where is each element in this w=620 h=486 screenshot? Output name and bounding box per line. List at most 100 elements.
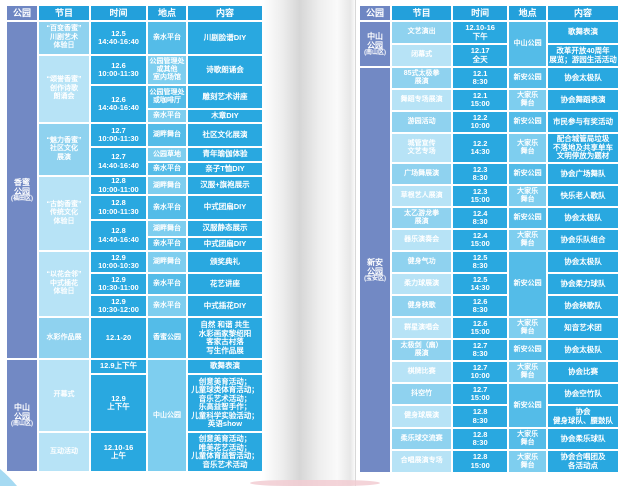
cont-text: 知音艺术团: [564, 322, 602, 332]
time-cell: 12.5 14:30: [453, 274, 508, 294]
loc-cell: 湖畔舞台: [148, 221, 186, 236]
table-row: 抖空竹 12.7 15:00 新安公园 协会空竹队: [360, 384, 618, 427]
prog-cell: 开幕式: [39, 360, 89, 431]
park-text: 中山 公园: [14, 403, 30, 421]
table-row: 健身球展演 12.8 8:30 协会 健身球队、腰鼓队: [360, 406, 618, 427]
time-text: 12.6 8:30: [472, 296, 488, 314]
loc-text: 亲水平台: [153, 280, 181, 287]
prog-cell: 群星演唱会: [392, 318, 452, 338]
cont-cell: 创意美育活动； 儿童球类体育活动； 音乐艺术活动； 乐高益智手作； 儿童科学实验…: [188, 375, 262, 431]
cont-text: 歌舞表演: [210, 361, 240, 371]
table-row: 互动活动 12.10-16 上午 创意美育活动； 唯美花艺活动； 儿童体育益智活动；…: [7, 433, 262, 471]
table-row: “魅力香蜜” 社区文化 展演 12.7 10:00-11:30 湖畔舞台 社区文化展演: [7, 124, 262, 175]
cont-text: 协会太极队: [564, 344, 602, 354]
time-text: 12.5 14:30: [470, 274, 490, 292]
cont-cell: 协会太极队: [548, 340, 618, 360]
time-cell: 12.6 8:30: [453, 296, 508, 316]
table-row: 12.9 上下午 创意美育活动； 儿童球类体育活动； 音乐艺术活动； 乐高益智手作…: [7, 375, 262, 431]
cont-text: 协会广场舞队: [560, 168, 606, 178]
time-cell: 12.8 15:00: [453, 451, 508, 472]
time-cell: 12.3 15:00: [453, 186, 508, 206]
loc-cell: 湖畔舞台: [148, 177, 186, 194]
prog-cell: 棋牌比赛: [392, 362, 452, 382]
right-table: 公园 节目 时间 地点 内容 中山 公园 (南山区) 文艺演出 12.10-16 下午 中山公园 歌…: [358, 4, 620, 474]
time-text: 12.8 10:00-11:00: [98, 177, 139, 194]
right-page-edge: [355, 0, 356, 486]
table-row: 器乐演奏会 12.4 15:00 大家乐 舞台 协会乐队组合: [360, 230, 618, 250]
prog-cell: “魅力香蜜” 社区文化 展演: [39, 124, 89, 175]
table-row: 12.8 10:00-11:30 亲水平台 中式团扇DIY: [7, 196, 262, 219]
prog-text: 广场舞展演: [404, 169, 440, 177]
loc-cell: 新安公园: [509, 384, 547, 427]
time-cell: 12.9 10:30-12:00: [91, 296, 146, 316]
loc-text: 亲水平台: [153, 34, 181, 41]
loc-text: 新安公园: [513, 170, 542, 177]
loc-cell: 大家乐 舞台: [509, 230, 547, 250]
table-row: 广场舞展演 12.3 8:30 新安公园 协会广场舞队: [360, 164, 618, 184]
time-cell: 12.6 15:00: [453, 318, 508, 338]
cont-text: 颁奖典礼: [210, 256, 240, 266]
prog-cell: 广场舞展演: [392, 164, 452, 184]
prog-cell: “古韵香蜜” 传统文化 体验日: [39, 177, 89, 250]
loc-text: 新安公园: [513, 280, 542, 287]
time-text: 12.3 8:30: [472, 164, 488, 182]
cont-text: 诗歌朗诵会: [206, 64, 244, 74]
cont-text: 协会柔力球队: [560, 278, 606, 288]
time-cell: 12.7 15:00: [453, 384, 508, 404]
prog-cell: 水彩作品展: [39, 318, 89, 358]
time-cell: 12.6 10:00-11:30: [91, 56, 146, 84]
table-row: “以花会邻” 中式插花 体验日 12.9 10:00-10:30 湖畔舞台 颁奖典礼: [7, 252, 262, 316]
time-cell: 12.9 10:00-10:30: [91, 252, 146, 272]
time-cell: 12.9 上下午: [91, 375, 146, 431]
prog-text: “颂誉香蜜” 创作诗歌 朗诵会: [46, 76, 82, 101]
table-row: 亲水平台 亲子T恤DIY: [7, 163, 262, 175]
cont-cell: 协会空竹队: [548, 384, 618, 404]
column-header-0: 公园: [7, 6, 37, 20]
cont-text: 快乐老人歌队: [560, 190, 606, 200]
cont-text: 协会 健身球队、腰鼓队: [553, 407, 614, 425]
prog-cell: “百变香蜜” 川剧艺术 体验日: [39, 22, 89, 54]
cont-text: 协会比赛: [568, 366, 599, 376]
time-cell: 12.10-16 上午: [91, 433, 146, 471]
column-header-0: 公园: [360, 6, 391, 20]
table-row: 新安 公园 (宝安区) 85式太极拳 展演 12.1 8:30 新安公园 协会太极队: [360, 68, 618, 472]
loc-text: 新安公园: [513, 401, 542, 409]
loc-cell: 新安公园: [509, 68, 547, 88]
prog-text: 草根艺人展演: [400, 191, 443, 199]
loc-cell: 公园草地: [148, 148, 186, 161]
prog-cell: 85式太极拳 展演: [392, 68, 452, 88]
loc-text: 中山公园: [513, 40, 542, 47]
time-text: 12.6 10:00-11:30: [98, 60, 139, 78]
time-cell: 12.2 10:00: [453, 112, 508, 132]
table-row: 舞蹈专场展演 12.1 15:00 大家乐 舞台 协会舞蹈表演: [360, 90, 618, 110]
cont-cell: 协会乐队组合: [548, 230, 618, 250]
table-row: 健身秧歌 12.6 8:30 协会秧歌队: [360, 296, 618, 316]
loc-text: 新安公园: [513, 118, 542, 125]
cont-text: 协会太极队: [564, 212, 602, 222]
table-row: 12.9 10:30-12:00 亲水平台 中式插花DIY: [7, 296, 262, 316]
table-row: 闭幕式 12.17 全天 改革开放40周年 展览；游园生活活动: [360, 45, 618, 66]
loc-cell: 湖畔舞台: [148, 252, 186, 272]
cont-text: 汉服静态展示: [202, 223, 248, 233]
cont-cell: 协会太极队: [548, 68, 618, 88]
loc-text: 亲水平台: [153, 302, 181, 309]
loc-text: 大家乐 舞台: [517, 232, 539, 247]
column-header-2: 时间: [91, 6, 146, 20]
table-row: 12.7 14:40-16:40 公园草地 青年瑜伽体验: [7, 148, 262, 175]
prog-text: 太极剑（扇） 展演: [400, 341, 443, 358]
loc-cell: 新安公园: [509, 164, 547, 184]
prog-cell: 太极剑（扇） 展演: [392, 340, 452, 360]
prog-cell: “以花会邻” 中式插花 体验日: [39, 252, 89, 316]
loc-text: 湖畔舞台: [153, 224, 181, 232]
loc-cell: 亲水平台: [148, 238, 186, 250]
table-row: 亲水平台 中式团扇DIY: [7, 238, 262, 250]
prog-text: 85式太极拳 展演: [403, 69, 440, 86]
loc-cell: 大家乐 舞台: [509, 429, 547, 449]
cont-cell: 协会舞蹈表演: [548, 90, 618, 110]
time-text: 12.1 15:00: [470, 90, 490, 108]
cont-cell: 中式团扇DIY: [188, 238, 262, 250]
time-cell: 12.8 10:00-11:30: [91, 196, 146, 219]
table-row: 城管宣传 文艺专场 12.2 14:30 大家乐 舞台 配合城管局垃圾 不落地及共享单…: [360, 134, 618, 162]
time-cell: 12.1-20: [91, 318, 146, 358]
cont-text: 创意美育活动； 唯美花艺活动； 儿童体育益智活动； 音乐艺术活动: [191, 434, 259, 469]
